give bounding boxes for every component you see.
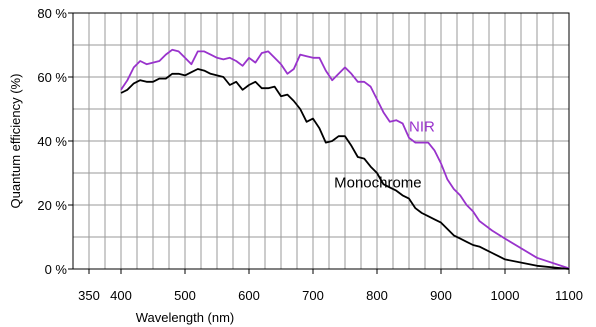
x-tick-label: 800: [366, 288, 388, 303]
grid-lines: [68, 12, 570, 274]
y-tick-label: 80 %: [37, 6, 67, 21]
series-line-monochrome: [120, 68, 570, 270]
series-lines: NIR Monochrome: [120, 48, 570, 270]
y-tick-label: 40 %: [37, 134, 67, 149]
x-tick-label: 1100: [555, 288, 583, 303]
x-tick-label: 600: [238, 288, 260, 303]
x-tick-label: 700: [302, 288, 324, 303]
tick-labels: 0 % 20 % 40 % 60 % 80 % 350 400 500 600 700 800 900…: [37, 6, 583, 303]
y-tick-label: 60 %: [37, 70, 67, 85]
x-tick-label: 500: [174, 288, 196, 303]
axis-labels: Wavelength (nm) Quantum efficiency (%): [8, 74, 234, 325]
y-tick-label: 20 %: [37, 198, 67, 213]
y-tick-label: 0 %: [45, 262, 68, 277]
x-tick-label: 900: [430, 288, 452, 303]
x-tick-label: 1000: [491, 288, 520, 303]
series-label-monochrome: Monochrome: [334, 174, 422, 191]
x-axis-label: Wavelength (nm): [136, 310, 235, 325]
x-tick-label: 350: [78, 288, 100, 303]
y-axis-label: Quantum efficiency (%): [8, 74, 23, 209]
series-line-nir: [120, 48, 570, 270]
series-label-nir: NIR: [409, 118, 435, 135]
x-tick-label: 400: [110, 288, 132, 303]
